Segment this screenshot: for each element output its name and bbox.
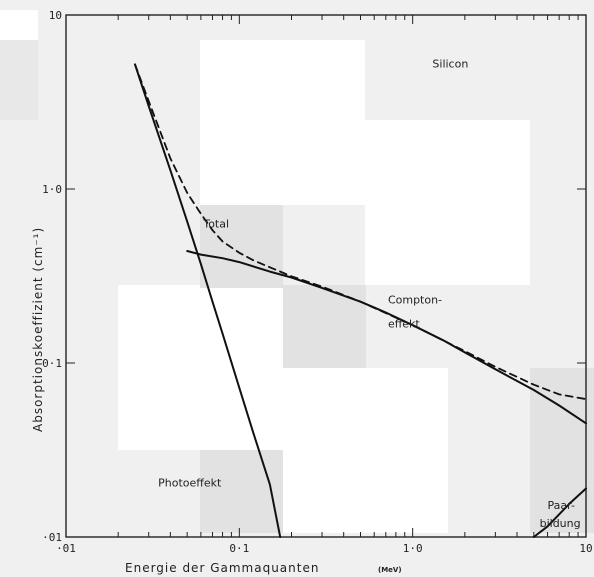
series-curve-3 (134, 63, 587, 400)
series-curve-1 (134, 63, 282, 538)
annotation-label: Paar- (548, 499, 575, 512)
annotations: Silicon Total Compton-effekt Photoeffekt Paa… (158, 57, 581, 530)
series-curve-4 (532, 487, 587, 538)
x-tick-label: 0·1 (229, 542, 249, 555)
background-blocks (0, 10, 594, 533)
y-tick-label: 1·0 (42, 183, 62, 196)
x-tick-label: 10 (579, 542, 592, 555)
tick-labels: ·01 0·1 1·0 10 ·01 0·1 1·0 10 (42, 9, 593, 555)
plot-frame (65, 14, 587, 538)
x-tick-label: 1·0 (403, 542, 423, 555)
x-tick-label: ·01 (56, 542, 76, 555)
y-tick-label: 10 (49, 9, 62, 22)
y-axis-label: Absorptionskoeffizient (cm⁻¹) (31, 227, 45, 432)
curves (134, 63, 587, 538)
x-axis-label: Energie der Gammaquanten (125, 561, 319, 575)
annotation-label: Total (202, 218, 229, 231)
annotation-label: Silicon (432, 57, 468, 70)
annotation-label: effekt (388, 317, 420, 330)
y-tick-label: ·01 (42, 531, 62, 544)
annotation-label: Compton- (388, 293, 442, 306)
y-tick-label: 0·1 (42, 357, 62, 370)
axis-ticks (65, 15, 586, 538)
annotation-label: Photoeffekt (158, 477, 222, 490)
annotation-label: bildung (540, 517, 581, 530)
x-axis-unit: (MeV) (378, 566, 402, 574)
